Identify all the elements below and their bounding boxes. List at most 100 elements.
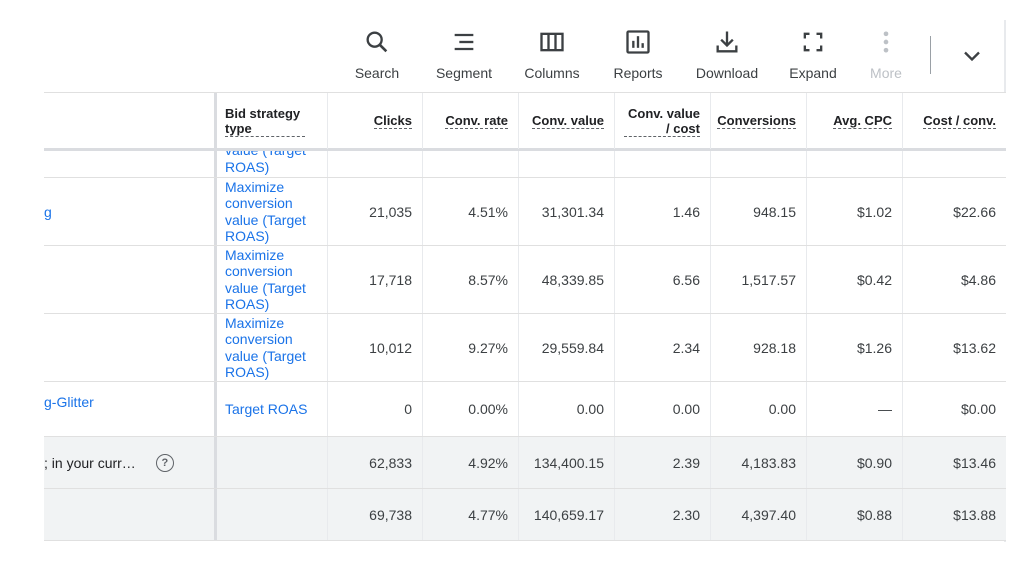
total-label — [44, 489, 214, 540]
conversions-value — [710, 151, 806, 177]
conv-value-cost-total: 2.39 — [614, 437, 710, 488]
header-avg-cpc-label: Avg. CPC — [833, 113, 892, 129]
conv-value-cost-value: 2.34 — [614, 314, 710, 381]
more-vert-icon — [883, 31, 889, 53]
campaign-name[interactable] — [44, 246, 214, 313]
header-conv-value-cost[interactable]: Conv. value / cost — [614, 93, 710, 149]
total-strategy-cell — [214, 489, 327, 540]
clicks-total: 69,738 — [327, 489, 422, 540]
clicks-value: 17,718 — [327, 246, 422, 313]
cost-conv-total: $13.88 — [902, 489, 1006, 540]
avg-cpc-value: $0.42 — [806, 246, 902, 313]
header-clicks[interactable]: Clicks — [327, 93, 422, 149]
conversions-total: 4,183.83 — [710, 437, 806, 488]
conversions-total: 4,397.40 — [710, 489, 806, 540]
header-cost-conv[interactable]: Cost / conv. — [902, 93, 1006, 149]
reports-label: Reports — [613, 65, 663, 81]
search-button[interactable]: Search — [352, 28, 402, 81]
header-bid-strategy-label: Bid strategy type — [225, 106, 305, 137]
conv-value-cost-total: 2.30 — [614, 489, 710, 540]
conv-value-value: 0.00 — [518, 382, 614, 436]
columns-button[interactable]: Columns — [521, 28, 583, 81]
conv-value-value: 31,301.34 — [518, 178, 614, 245]
conv-value-cost-value: 0.00 — [614, 382, 710, 436]
total-row: 69,738 4.77% 140,659.17 2.30 4,397.40 $0… — [44, 489, 1006, 541]
table-row[interactable]: Maximize conversion value (Target ROAS) … — [44, 314, 1006, 382]
segment-label: Segment — [435, 65, 493, 81]
header-conv-value[interactable]: Conv. value — [518, 93, 614, 149]
conv-value-value — [518, 151, 614, 177]
conv-value-cost-value — [614, 151, 710, 177]
download-button[interactable]: Download — [692, 28, 762, 81]
columns-label: Columns — [524, 65, 580, 81]
header-conversions[interactable]: Conversions — [710, 93, 806, 149]
total-label-text: ; in your curr… — [44, 454, 136, 471]
segment-icon — [454, 33, 474, 51]
conv-rate-value: 4.51% — [422, 178, 518, 245]
header-conv-rate[interactable]: Conv. rate — [422, 93, 518, 149]
bid-strategy-link[interactable]: Maximize conversion value (Target ROAS) — [214, 178, 327, 245]
conv-rate-value — [422, 151, 518, 177]
header-conv-rate-label: Conv. rate — [445, 113, 508, 129]
download-label: Download — [695, 65, 759, 81]
reports-button[interactable]: Reports — [608, 28, 668, 81]
conversions-value: 1,517.57 — [710, 246, 806, 313]
table-row[interactable]: g Maximize conversion value (Target ROAS… — [44, 178, 1006, 246]
total-strategy-cell — [214, 437, 327, 488]
clicks-value: 0 — [327, 382, 422, 436]
clicks-value — [327, 151, 422, 177]
help-icon[interactable]: ? — [155, 453, 174, 472]
total-label: ; in your curr… ? — [44, 437, 214, 488]
conv-value-cost-value: 6.56 — [614, 246, 710, 313]
conv-value-total: 134,400.15 — [518, 437, 614, 488]
table-row[interactable]: g-Glitter Target ROAS 0 0.00% 0.00 0.00 … — [44, 382, 1006, 437]
total-row: ; in your curr… ? 62,833 4.92% 134,400.1… — [44, 437, 1006, 489]
avg-cpc-value — [806, 151, 902, 177]
conv-value-value: 48,339.85 — [518, 246, 614, 313]
cost-conv-value — [902, 151, 1006, 177]
reports-icon — [626, 30, 650, 54]
conv-value-value: 29,559.84 — [518, 314, 614, 381]
conv-rate-value: 8.57% — [422, 246, 518, 313]
more-label: More — [870, 65, 902, 81]
conv-rate-value: 9.27% — [422, 314, 518, 381]
cost-conv-value: $22.66 — [902, 178, 1006, 245]
cost-conv-value: $0.00 — [902, 382, 1006, 436]
segment-button[interactable]: Segment — [433, 28, 495, 81]
campaign-name[interactable] — [44, 314, 214, 381]
chevron-down-icon[interactable] — [958, 42, 986, 70]
header-avg-cpc[interactable]: Avg. CPC — [806, 93, 902, 149]
avg-cpc-total: $0.90 — [806, 437, 902, 488]
clicks-value: 10,012 — [327, 314, 422, 381]
avg-cpc-value: $1.26 — [806, 314, 902, 381]
clicks-value: 21,035 — [327, 178, 422, 245]
cost-conv-total: $13.46 — [902, 437, 1006, 488]
expand-button[interactable]: Expand — [786, 28, 840, 81]
bid-strategy-link[interactable]: Target ROAS — [214, 382, 327, 436]
header-conv-value-label: Conv. value — [531, 113, 604, 129]
conv-value-cost-value: 1.46 — [614, 178, 710, 245]
clicks-total: 62,833 — [327, 437, 422, 488]
table-header: Bid strategy type Clicks Conv. rate Conv… — [44, 92, 1006, 151]
conv-rate-value: 0.00% — [422, 382, 518, 436]
header-bid-strategy-type[interactable]: Bid strategy type — [214, 93, 327, 149]
columns-icon — [540, 32, 564, 52]
cost-conv-value: $13.62 — [902, 314, 1006, 381]
search-icon — [366, 31, 388, 53]
conversions-value: 948.15 — [710, 178, 806, 245]
bid-strategy-link[interactable]: Maximize conversion value (Target ROAS) — [214, 246, 327, 313]
more-button[interactable]: More — [866, 28, 906, 81]
download-icon — [716, 31, 738, 53]
campaign-name[interactable]: g — [44, 203, 52, 220]
avg-cpc-value: $1.02 — [806, 178, 902, 245]
header-conv-value-cost-label: Conv. value / cost — [624, 106, 700, 137]
campaign-name[interactable] — [44, 151, 214, 177]
campaign-name[interactable]: g-Glitter — [44, 394, 94, 410]
conversions-value: 928.18 — [710, 314, 806, 381]
table-row[interactable]: value (Target ROAS) — [44, 151, 1006, 178]
table-row[interactable]: Maximize conversion value (Target ROAS) … — [44, 246, 1006, 314]
search-label: Search — [354, 65, 400, 81]
bid-strategy-link[interactable]: value (Target ROAS) — [214, 151, 327, 177]
bid-strategy-link[interactable]: Maximize conversion value (Target ROAS) — [214, 314, 327, 381]
header-cost-conv-label: Cost / conv. — [923, 113, 996, 129]
